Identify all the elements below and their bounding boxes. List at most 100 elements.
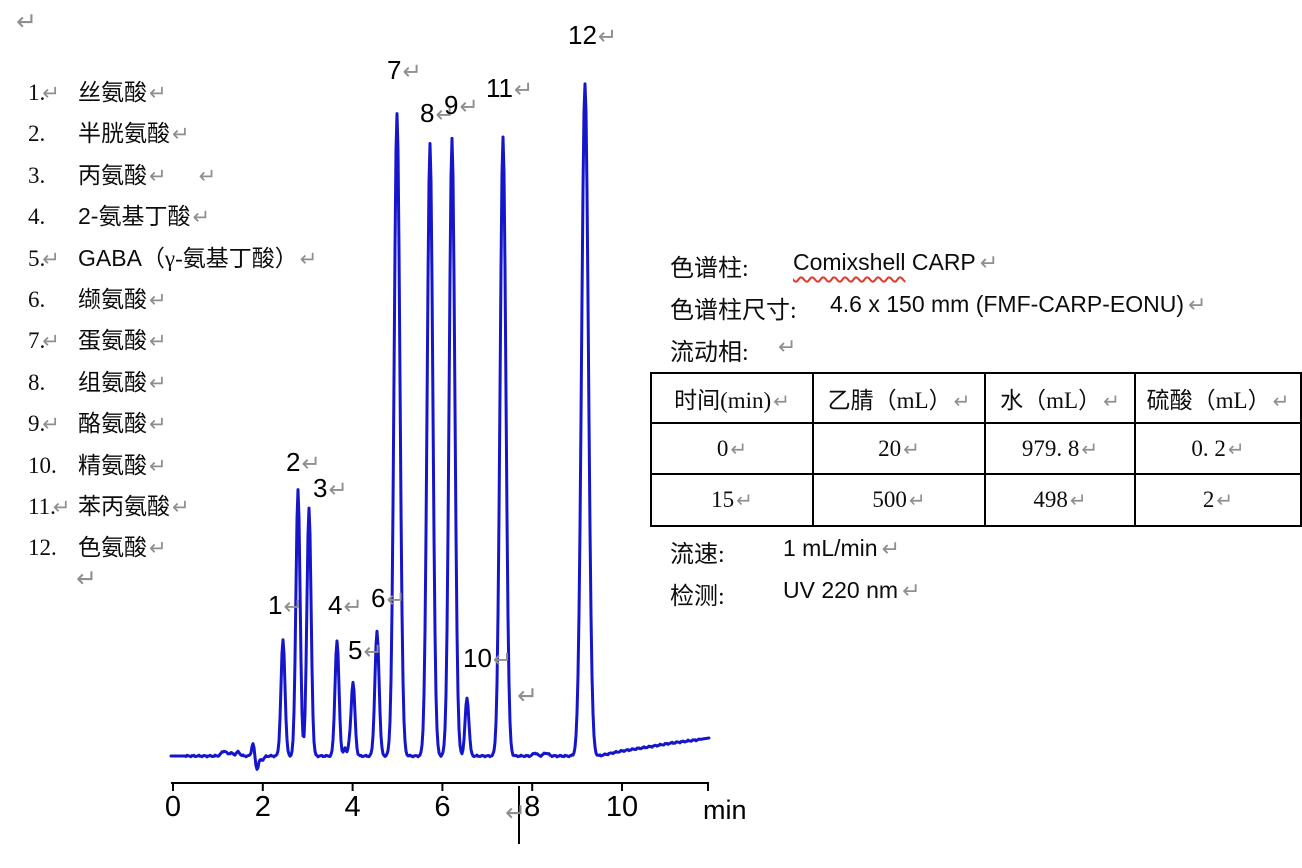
pilcrow-mark: ↵	[902, 579, 921, 604]
legend-item-number-text: 10.	[28, 452, 57, 478]
legend-item-number: 7.↵	[28, 320, 78, 362]
pilcrow-mark: ↵	[1069, 488, 1087, 512]
cell-text: 500	[872, 487, 907, 512]
legend-item-label-latin: 2-	[78, 203, 99, 230]
analyte-legend-list: 1.↵ 丝氨酸↵ 2. 半胱氨酸↵ 3. 丙氨酸↵ ↵ 4. 2-氨基丁酸↵ 5.↵ GABA（γ-…	[28, 72, 317, 569]
table-row-cell: 0. 2 ↵	[1134, 422, 1302, 475]
peak-number: 1	[268, 590, 283, 620]
legend-item-number-text: 4.	[28, 204, 46, 230]
table-header-row-cell: 乙腈（mL） ↵	[812, 372, 986, 424]
pilcrow-mark: ↵	[149, 412, 167, 437]
legend-item-number-text: 12.	[28, 535, 57, 561]
method-line-size: 色谱柱尺寸: 4.6 x 150 mm (FMF-CARP-EONU) ↵	[670, 290, 1206, 325]
legend-item: 5.↵ GABA（γ-氨基丁酸）↵	[28, 238, 317, 279]
misspelled-word: Comixshell	[793, 249, 906, 275]
pilcrow-mark: ↵	[514, 77, 534, 103]
peak-number: 11	[486, 73, 513, 103]
pilcrow-mark: ↵	[908, 488, 926, 512]
peak-label-2: 2↵	[286, 449, 321, 476]
peak-label-5: 5↵	[348, 637, 383, 664]
method-line-detection: 检测: UV 220 nm ↵	[670, 576, 921, 611]
table-row-cell: 498 ↵	[984, 473, 1136, 527]
method-value-mobile: ↵	[774, 333, 796, 360]
table-header-row-cell: 时间(min) ↵	[650, 372, 814, 424]
legend-item-label-text: 精氨酸	[78, 452, 147, 478]
cell-text: 20	[878, 435, 902, 461]
table-row-cell: 979. 8 ↵	[984, 422, 1136, 475]
x-tick-label-8: 8	[524, 791, 541, 823]
peak-number: 6	[371, 583, 386, 613]
peak-number: 5	[348, 635, 363, 665]
peak-number: 12	[568, 20, 597, 50]
paragraph-mark: ↵	[76, 566, 97, 592]
cell-text: 2	[1202, 487, 1215, 512]
method-value-text: UV 220 nm	[783, 577, 899, 603]
legend-item-number-text: 5.	[28, 245, 46, 271]
legend-item-number-text: 2.	[28, 121, 46, 147]
method-value-text: 1 mL/min	[783, 535, 878, 561]
legend-item-number: 10.	[28, 445, 78, 486]
table-row: 0 ↵ 20 ↵ 979. 8 ↵ 0. 2 ↵	[650, 422, 1302, 475]
pilcrow-mark: ↵	[953, 389, 971, 413]
x-tick-label-4: 4	[344, 791, 361, 823]
pilcrow-mark: ↵	[343, 594, 363, 620]
legend-item-label: 半胱氨酸↵	[78, 113, 190, 155]
legend-item-number: 3.	[28, 155, 78, 196]
legend-item-label: 丝氨酸↵	[78, 72, 167, 114]
pilcrow-mark: ↵	[1216, 488, 1234, 512]
pilcrow-mark: ↵	[172, 122, 190, 147]
method-line-mobile: 流动相: ↵	[670, 332, 796, 367]
legend-item-number-text: 6.	[28, 286, 46, 312]
method-label-size: 色谱柱尺寸:	[670, 298, 797, 324]
pilcrow-mark: ↵	[773, 389, 790, 413]
pilcrow-mark: ↵	[301, 451, 321, 477]
legend-item: 11.↵ 苯丙氨酸↵	[28, 486, 317, 527]
pilcrow-mark: ↵	[42, 81, 60, 105]
pilcrow-mark: ↵	[16, 7, 37, 36]
pilcrow-mark: ↵	[42, 412, 60, 437]
method-label-flow: 流速:	[670, 542, 725, 568]
method-value-detection: UV 220 nm ↵	[783, 577, 921, 604]
legend-item: 9.↵ 酪氨酸↵	[28, 403, 317, 444]
pilcrow-mark: ↵	[328, 477, 348, 503]
peak-label-12: 12↵	[568, 22, 617, 49]
pilcrow-mark: ↵	[386, 587, 406, 613]
pilcrow-mark: ↵	[172, 494, 190, 519]
pilcrow-mark: ↵	[42, 246, 60, 271]
pilcrow-mark: ↵	[283, 594, 303, 620]
legend-item-label: 蛋氨酸↵	[78, 320, 167, 362]
legend-item-label-text: 丝氨酸	[78, 80, 147, 105]
pilcrow-mark: ↵	[1103, 389, 1120, 413]
legend-item-number-text: 7.	[28, 328, 46, 354]
cell-text: 0	[716, 435, 729, 461]
table-header-row: 时间(min) ↵ 乙腈（mL） ↵ 水（mL） ↵ 硫酸（mL） ↵	[650, 372, 1302, 424]
x-tick-label-2: 2	[254, 791, 271, 823]
method-value-rest: CARP	[905, 249, 976, 275]
peak-label-9: 9↵	[444, 92, 479, 119]
legend-item: 1.↵ 丝氨酸↵	[28, 72, 317, 113]
method-label-detection: 检测:	[670, 584, 725, 610]
pilcrow-mark: ↵	[192, 205, 211, 230]
table-row: 15 ↵ 500 ↵ 498 ↵ 2 ↵	[650, 473, 1302, 527]
legend-item-number-text: 3.	[28, 162, 46, 188]
legend-item-number-text: 11.	[28, 493, 56, 519]
legend-item: 4. 2-氨基丁酸↵	[28, 196, 317, 237]
pilcrow-mark: ↵	[1272, 389, 1290, 413]
paragraph-mark: ↵	[517, 683, 538, 709]
peak-label-3: 3↵	[313, 475, 348, 502]
legend-item-number-text: 9.	[28, 411, 46, 437]
table-header-row-cell: 水（mL） ↵	[984, 372, 1136, 424]
pilcrow-mark: ↵	[597, 24, 618, 50]
gradient-table: 时间(min) ↵ 乙腈（mL） ↵ 水（mL） ↵ 硫酸（mL） ↵ 0 ↵ 20 ↵ 979. 8 ↵…	[650, 372, 1302, 527]
paragraph-mark: ↵	[16, 9, 37, 35]
pilcrow-mark: ↵	[363, 639, 383, 665]
legend-item-number: 6.	[28, 279, 78, 320]
legend-item: 8. 组氨酸↵	[28, 362, 317, 403]
legend-item-label-text: 半胱氨酸	[78, 121, 170, 147]
legend-item-number: 12.	[28, 527, 78, 568]
pilcrow-mark: ↵	[505, 798, 526, 827]
legend-item-label: GABA（γ-氨基丁酸）↵	[78, 238, 317, 280]
peak-number: 10	[463, 643, 492, 673]
pilcrow-mark: ↵	[402, 59, 422, 85]
